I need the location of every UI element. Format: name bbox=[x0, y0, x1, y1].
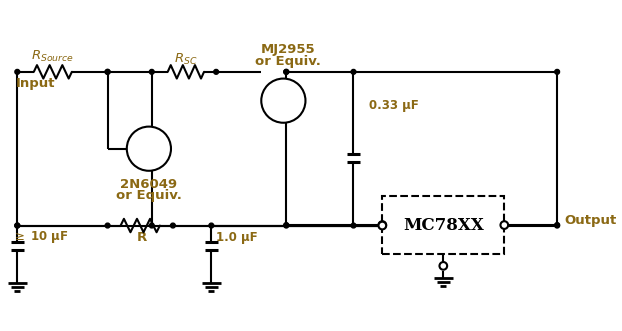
Circle shape bbox=[15, 223, 20, 228]
Circle shape bbox=[284, 70, 289, 74]
Text: MC78XX: MC78XX bbox=[403, 216, 484, 234]
Circle shape bbox=[555, 223, 560, 228]
Text: or Equiv.: or Equiv. bbox=[116, 189, 182, 202]
Text: MJ2955: MJ2955 bbox=[261, 43, 315, 56]
Text: Input: Input bbox=[16, 77, 55, 90]
Circle shape bbox=[351, 223, 356, 228]
Text: $R_{SC}$: $R_{SC}$ bbox=[174, 52, 198, 67]
Text: 0.33 μF: 0.33 μF bbox=[369, 99, 419, 112]
Circle shape bbox=[261, 78, 305, 123]
Bar bbox=[383, 196, 504, 254]
Text: $\geq$ 10 μF: $\geq$ 10 μF bbox=[12, 229, 69, 245]
Circle shape bbox=[209, 223, 214, 228]
Circle shape bbox=[15, 70, 20, 74]
Circle shape bbox=[105, 223, 110, 228]
Circle shape bbox=[149, 223, 154, 228]
Circle shape bbox=[15, 223, 20, 228]
Circle shape bbox=[378, 222, 386, 229]
Circle shape bbox=[149, 70, 154, 74]
Circle shape bbox=[105, 70, 110, 74]
Circle shape bbox=[214, 70, 218, 74]
Text: 2N6049: 2N6049 bbox=[120, 178, 177, 191]
Circle shape bbox=[284, 70, 289, 74]
Text: 1.0 μF: 1.0 μF bbox=[216, 231, 258, 244]
Circle shape bbox=[555, 223, 560, 227]
Circle shape bbox=[351, 70, 356, 74]
Text: R: R bbox=[137, 231, 147, 244]
Circle shape bbox=[284, 223, 289, 228]
Text: Output: Output bbox=[565, 214, 617, 227]
Circle shape bbox=[555, 70, 560, 74]
Circle shape bbox=[378, 221, 386, 229]
Circle shape bbox=[170, 223, 175, 228]
Text: or Equiv.: or Equiv. bbox=[255, 55, 321, 68]
Circle shape bbox=[127, 126, 171, 171]
Text: $R_{Source}$: $R_{Source}$ bbox=[32, 49, 74, 64]
Circle shape bbox=[105, 70, 110, 74]
Circle shape bbox=[501, 221, 508, 229]
Circle shape bbox=[284, 223, 289, 227]
Circle shape bbox=[440, 262, 447, 270]
